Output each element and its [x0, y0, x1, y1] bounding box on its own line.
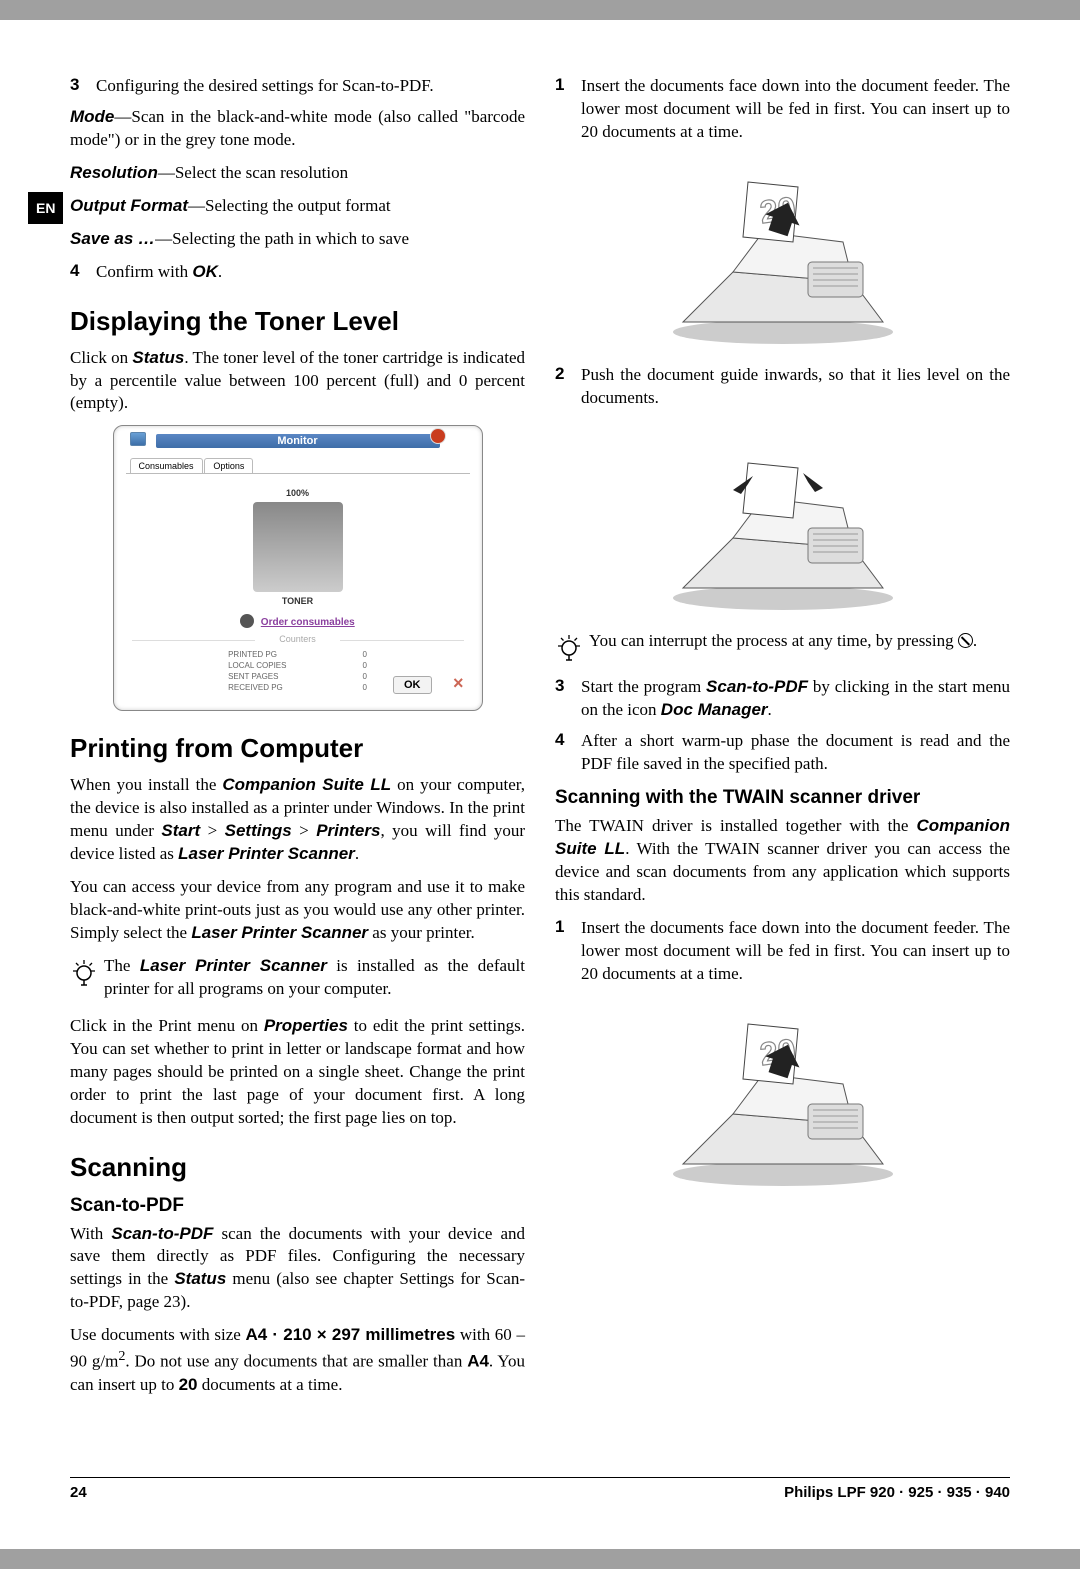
tip-block: You can interrupt the process at any tim…: [555, 630, 1010, 662]
tip-icon: [70, 957, 98, 987]
step-number: 2: [555, 364, 581, 410]
gauge-percent: 100%: [126, 488, 470, 498]
term: Output Format: [70, 196, 188, 215]
heading-scan-to-pdf: Scan-to-PDF: [70, 1195, 525, 1217]
step-number: 4: [70, 261, 96, 284]
term: Save as …: [70, 229, 155, 248]
monitor-title: Monitor: [156, 434, 440, 448]
page: EN 3 Configuring the desired settings fo…: [0, 20, 1080, 1549]
step-text: After a short warm-up phase the document…: [581, 730, 1010, 776]
printing-p1: When you install the Companion Suite LL …: [70, 774, 525, 866]
step-text: Confirm with OK.: [96, 261, 525, 284]
scanpdf-p1: With Scan-to-PDF scan the documents with…: [70, 1223, 525, 1315]
twain-p1: The TWAIN driver is installed together w…: [555, 815, 1010, 907]
cancel-x-icon[interactable]: ×: [453, 673, 464, 694]
order-consumables-link[interactable]: Order consumables: [261, 617, 355, 628]
heading-twain: Scanning with the TWAIN scanner driver: [555, 787, 1010, 809]
language-tab: EN: [28, 192, 63, 224]
definition-mode: Mode—Scan in the black-and-white mode (a…: [70, 106, 525, 152]
counters-label: Counters: [126, 634, 470, 644]
gauge-label: TONER: [126, 596, 470, 606]
step-text: Insert the documents face down into the …: [581, 75, 1010, 144]
list-item: 1 Insert the documents face down into th…: [555, 75, 1010, 144]
term: Mode: [70, 107, 114, 126]
monitor-dialog: Monitor Consumables Options 100% TONER O…: [113, 425, 483, 711]
page-footer: 24 Philips LPF 920 · 925 · 935 · 940: [70, 1477, 1010, 1501]
toner-gauge: [253, 502, 343, 592]
tip-text: The Laser Printer Scanner is installed a…: [104, 955, 525, 1001]
step-number: 4: [555, 730, 581, 776]
step-text: Start the program Scan-to-PDF by clickin…: [581, 676, 1010, 722]
left-column: 3 Configuring the desired settings for S…: [70, 75, 525, 1407]
toner-paragraph: Click on Status. The toner level of the …: [70, 347, 525, 416]
definition-resolution: Resolution—Select the scan resolution: [70, 162, 525, 185]
tab-consumables[interactable]: Consumables: [130, 458, 203, 473]
cart-icon: [240, 614, 254, 628]
heading-toner-level: Displaying the Toner Level: [70, 306, 525, 337]
monitor-app-icon: [130, 432, 146, 446]
definition-output-format: Output Format—Selecting the output forma…: [70, 195, 525, 218]
step-number: 3: [555, 676, 581, 722]
fax-device-figure: [653, 418, 913, 618]
step-number: 1: [555, 75, 581, 144]
page-number: 24: [70, 1484, 87, 1501]
tip-block: The Laser Printer Scanner is installed a…: [70, 955, 525, 1001]
list-item: 1 Insert the documents face down into th…: [555, 917, 1010, 986]
heading-printing: Printing from Computer: [70, 733, 525, 764]
term: Resolution: [70, 163, 158, 182]
ok-button[interactable]: OK: [393, 676, 432, 694]
printing-p2: You can access your device from any prog…: [70, 876, 525, 945]
tip-text: You can interrupt the process at any tim…: [589, 630, 1010, 653]
gauge-area: 100% TONER Order consumables: [126, 488, 470, 628]
list-item: 2 Push the document guide inwards, so th…: [555, 364, 1010, 410]
stop-button-icon: [958, 633, 973, 648]
step-number: 3: [70, 75, 96, 98]
fax-device-figure: 20: [653, 152, 913, 352]
step-text: Configuring the desired settings for Sca…: [96, 75, 525, 98]
step-text: Insert the documents face down into the …: [581, 917, 1010, 986]
fax-device-figure: 20: [653, 994, 913, 1194]
tip-icon: [555, 632, 583, 662]
content-columns: 3 Configuring the desired settings for S…: [70, 75, 1010, 1407]
definition-save-as: Save as …—Selecting the path in which to…: [70, 228, 525, 251]
list-item: 3 Start the program Scan-to-PDF by click…: [555, 676, 1010, 722]
close-icon[interactable]: [430, 428, 446, 444]
step-number: 1: [555, 917, 581, 986]
tabs: Consumables Options: [126, 458, 470, 474]
step-text: Push the document guide inwards, so that…: [581, 364, 1010, 410]
model-line: Philips LPF 920 · 925 · 935 · 940: [784, 1484, 1010, 1501]
scanpdf-p2: Use documents with size A4 · 210 × 297 m…: [70, 1324, 525, 1396]
list-item: 4 Confirm with OK.: [70, 261, 525, 284]
printing-p3: Click in the Print menu on Properties to…: [70, 1015, 525, 1130]
heading-scanning: Scanning: [70, 1152, 525, 1183]
list-item: 3 Configuring the desired settings for S…: [70, 75, 525, 98]
right-column: 1 Insert the documents face down into th…: [555, 75, 1010, 1407]
tab-options[interactable]: Options: [204, 458, 253, 473]
list-item: 4 After a short warm-up phase the docume…: [555, 730, 1010, 776]
